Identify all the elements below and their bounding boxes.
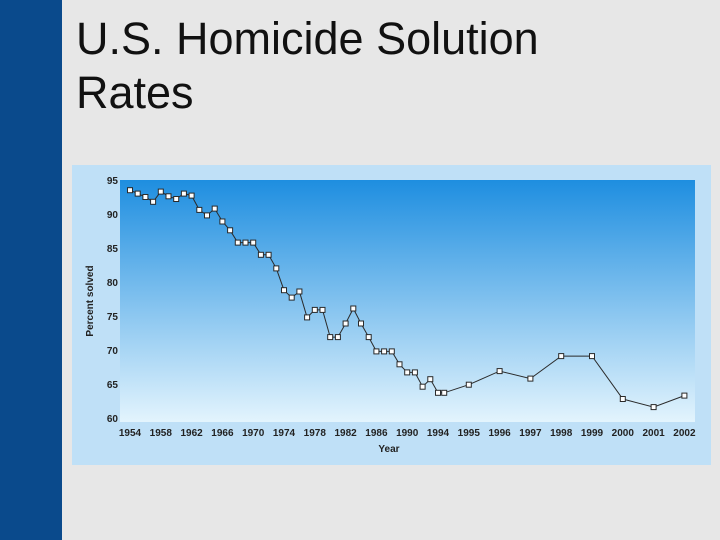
x-tick-label: 1986 [365, 428, 388, 439]
x-tick-label: 1978 [304, 428, 327, 439]
data-point-marker [404, 369, 411, 376]
data-point-marker [157, 188, 164, 195]
data-point-marker [319, 306, 326, 313]
x-tick-label: 1982 [334, 428, 357, 439]
data-point-marker [234, 239, 241, 246]
x-tick-label: 1954 [119, 428, 142, 439]
data-point-marker [227, 227, 234, 234]
data-point-marker [427, 376, 434, 383]
y-axis: 95 90 85 80 75 70 65 60 [107, 176, 119, 425]
data-point-marker [419, 383, 426, 390]
series-markers [127, 187, 688, 411]
data-point-marker [358, 320, 364, 327]
y-axis-title: Percent solved [85, 265, 96, 336]
x-tick-label: 1990 [396, 428, 419, 439]
data-point-marker [219, 218, 226, 225]
plot-area [120, 180, 695, 422]
y-tick-label: 85 [107, 244, 119, 255]
data-point-marker [134, 190, 141, 197]
y-tick-label: 95 [107, 176, 119, 187]
data-point-marker [381, 348, 388, 355]
data-point-marker [496, 368, 503, 375]
data-point-marker [304, 314, 311, 321]
slide-title-line-2: Rates [76, 67, 194, 118]
data-point-marker [527, 375, 534, 382]
data-point-marker [681, 392, 688, 399]
data-point-marker [142, 194, 149, 200]
data-point-marker [296, 288, 303, 295]
y-tick-label: 60 [107, 414, 119, 425]
data-point-marker [188, 192, 195, 199]
data-point-marker [334, 334, 341, 341]
data-point-marker [127, 187, 133, 194]
y-tick-label: 65 [107, 380, 119, 391]
x-tick-label: 1998 [550, 428, 573, 439]
data-point-marker [465, 381, 472, 388]
data-point-marker [211, 205, 218, 212]
left-accent-bar [0, 0, 62, 540]
data-point-marker [257, 251, 264, 258]
x-tick-label: 1962 [180, 428, 203, 439]
x-tick-label: 2002 [673, 428, 696, 439]
y-tick-label: 90 [107, 210, 119, 221]
data-point-marker [311, 306, 318, 313]
x-tick-label: 1958 [150, 428, 173, 439]
data-point-marker [650, 404, 657, 411]
x-tick-label: 1970 [242, 428, 265, 439]
data-point-marker [273, 265, 280, 272]
data-point-marker [373, 348, 380, 355]
data-point-marker [396, 361, 403, 368]
slide-title-line-1: U.S. Homicide Solution [76, 13, 539, 64]
data-point-marker [441, 389, 448, 396]
y-tick-label: 80 [107, 278, 119, 289]
data-point-marker [180, 190, 187, 197]
x-tick-label: 1996 [488, 428, 511, 439]
data-point-marker [165, 193, 172, 200]
y-tick-label: 75 [107, 312, 119, 323]
x-tick-label: 1974 [273, 428, 296, 439]
data-point-marker [196, 206, 203, 213]
data-point-marker [435, 389, 441, 396]
data-point-marker [281, 287, 287, 294]
x-tick-label: 2001 [642, 428, 665, 439]
x-axis-title: Year [378, 444, 399, 455]
data-point-marker [150, 198, 157, 205]
data-point-marker [204, 212, 210, 219]
chart-frame: 95 90 85 80 75 70 65 60 1954 1958 1962 1966 1970 197… [72, 165, 711, 465]
data-point-marker [411, 369, 418, 376]
data-point-marker [350, 305, 357, 312]
data-point-marker [242, 239, 249, 246]
x-tick-label: 2000 [612, 428, 635, 439]
x-tick-label: 1997 [519, 428, 542, 439]
line-chart: 95 90 85 80 75 70 65 60 1954 1958 1962 1966 1970 197… [85, 176, 696, 455]
x-tick-label: 1966 [211, 428, 234, 439]
data-point-marker [558, 353, 565, 360]
y-tick-label: 70 [107, 346, 119, 357]
x-tick-label: 1995 [458, 428, 481, 439]
data-point-marker [388, 348, 395, 355]
data-point-marker [173, 196, 180, 202]
data-point-marker [365, 334, 372, 341]
slide-title: U.S. Homicide Solution Rates [76, 12, 696, 120]
data-point-marker [342, 320, 349, 327]
data-point-marker [288, 294, 295, 301]
data-point-marker [619, 396, 626, 402]
data-point-marker [250, 239, 257, 246]
data-point-marker [265, 251, 272, 258]
data-point-marker [327, 334, 334, 341]
x-axis: 1954 1958 1962 1966 1970 1974 1978 1982 1986 1990… [119, 428, 696, 439]
x-tick-label: 1999 [581, 428, 604, 439]
x-tick-label: 1994 [427, 428, 450, 439]
data-point-marker [589, 353, 595, 360]
